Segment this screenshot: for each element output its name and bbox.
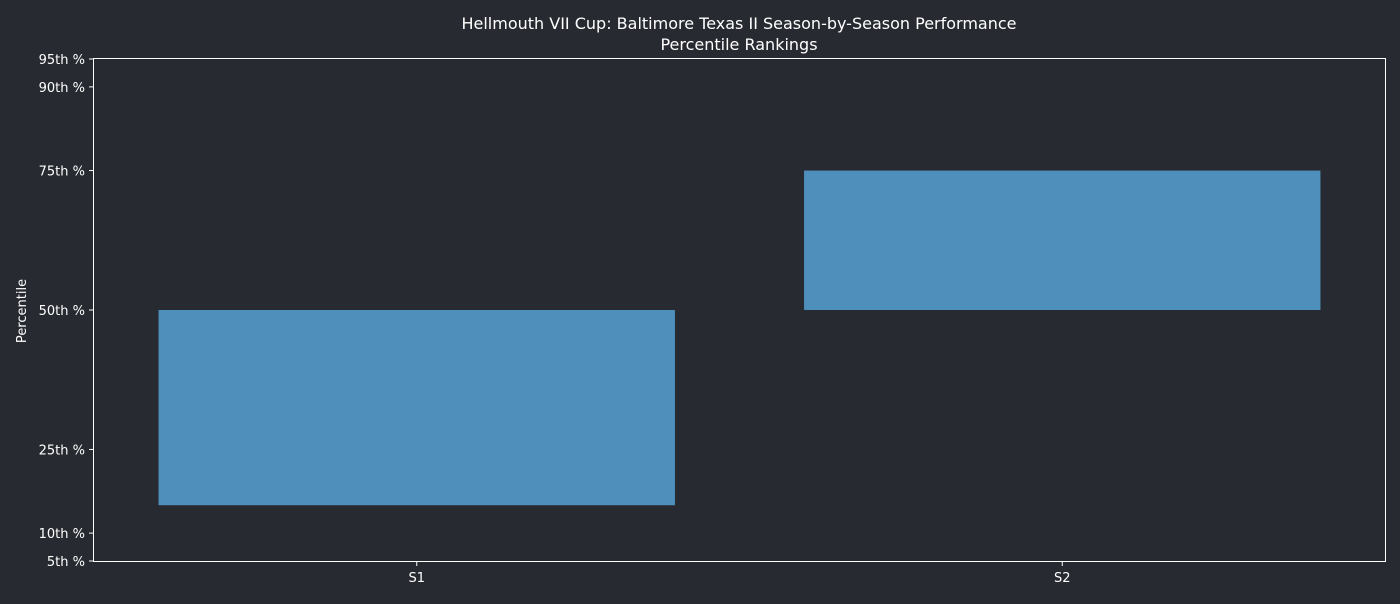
y-tick-label: 5th % bbox=[47, 555, 85, 570]
chart-title: Hellmouth VII Cup: Baltimore Texas II Se… bbox=[461, 14, 1016, 33]
y-tick-label: 90th % bbox=[39, 81, 85, 96]
y-tick-label: 50th % bbox=[39, 304, 85, 319]
y-tick-label: 75th % bbox=[39, 165, 85, 180]
bars-layer bbox=[158, 170, 1321, 506]
chart-subtitle: Percentile Rankings bbox=[660, 35, 817, 54]
y-axis-label: Percentile bbox=[15, 279, 30, 343]
y-ticks-layer: 5th % 10th % 25th % 50th % 75th % 90th % 95th … bbox=[39, 53, 94, 570]
x-tick-label: S1 bbox=[408, 571, 425, 586]
y-tick-label: 25th % bbox=[39, 443, 85, 458]
plot-frame bbox=[93, 58, 1386, 562]
y-tick-label: 10th % bbox=[39, 527, 85, 542]
bar-s2 bbox=[804, 170, 1321, 310]
x-ticks-layer: S1 S2 bbox=[408, 561, 1071, 586]
x-tick-label: S2 bbox=[1054, 571, 1071, 586]
y-tick-label: 95th % bbox=[39, 53, 85, 68]
bar-s1 bbox=[158, 310, 675, 506]
